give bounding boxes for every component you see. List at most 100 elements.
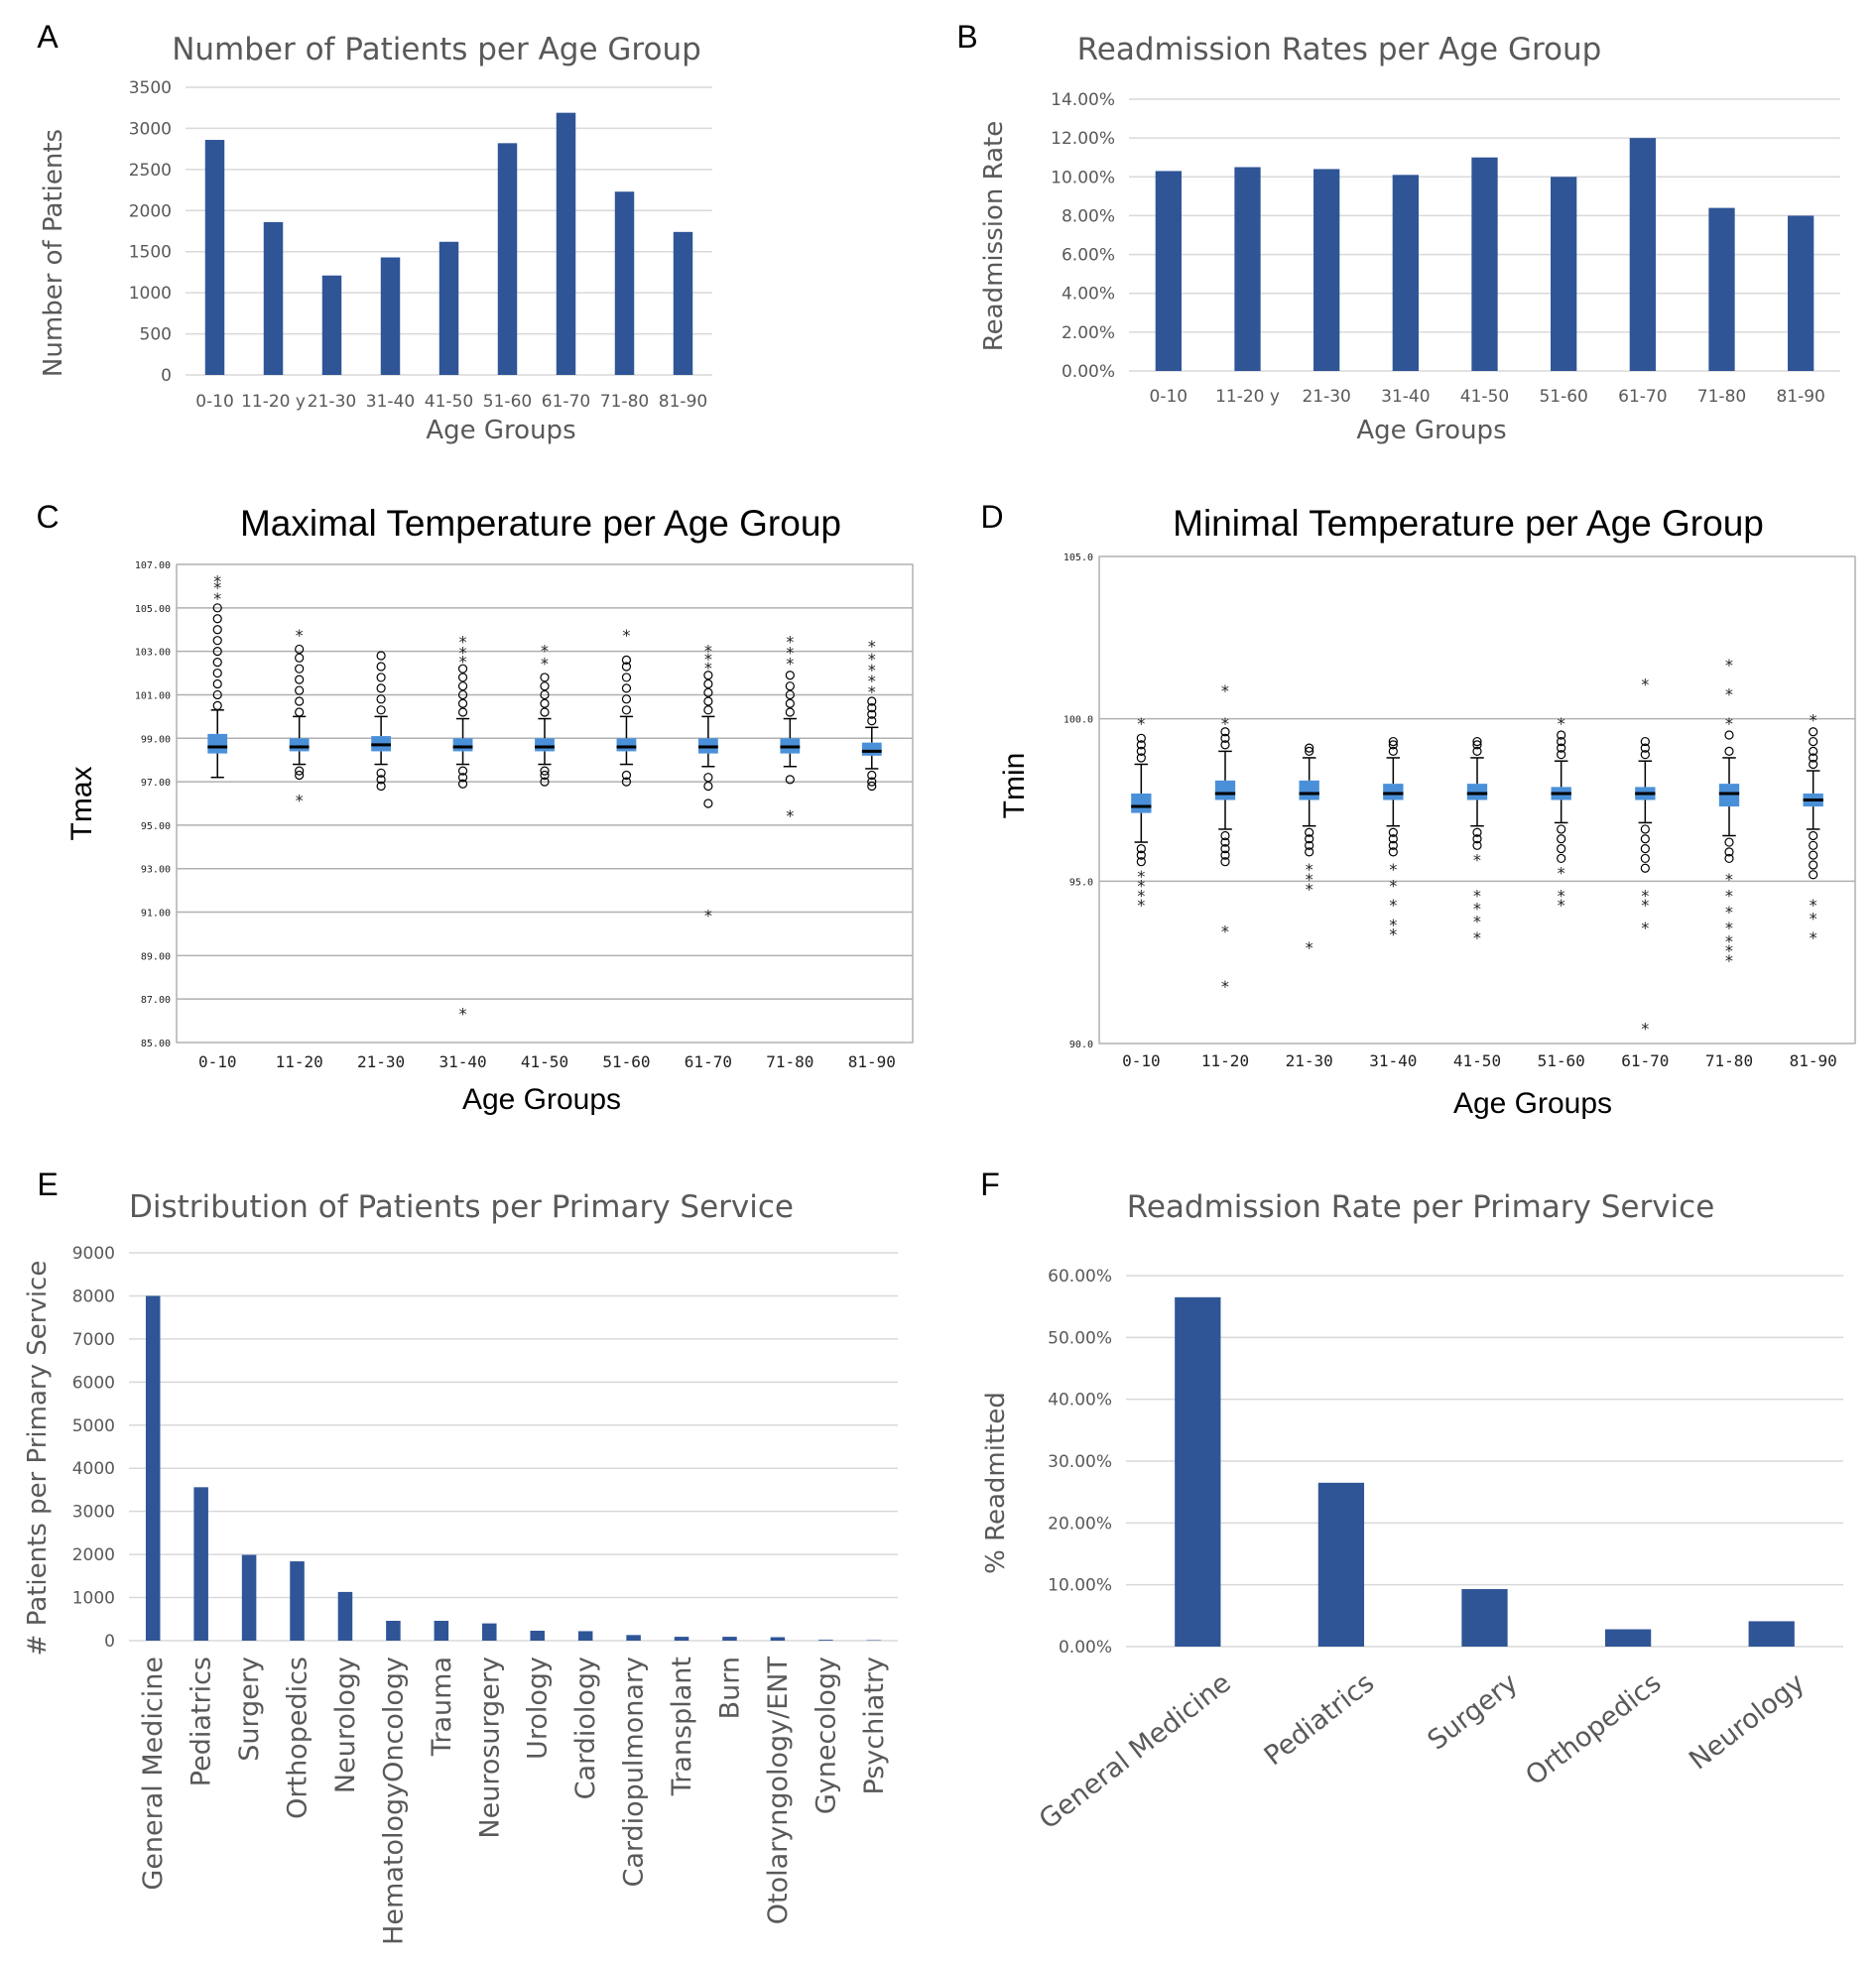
extreme-point: * [540,641,550,660]
x-axis-label: Age Groups [1453,1087,1612,1120]
box-51-60 [616,738,637,752]
extreme-point: * [1389,925,1399,944]
extreme-point: * [1557,886,1566,905]
x-tick-label: Surgery [234,1657,265,1762]
outlier-point [540,689,550,700]
outlier-point [540,681,550,691]
y-tick-label: 5000 [72,1416,115,1436]
outlier-point [1809,840,1818,850]
x-tick-label: 11-20 [276,1052,323,1071]
y-tick-label: 91.00 [141,909,171,920]
y-tick-label: 95.00 [141,821,171,832]
bar-trauma [434,1621,449,1641]
outlier-point [457,681,468,691]
y-tick-label: 4000 [72,1459,115,1479]
y-axis-label: Tmax [65,767,98,841]
outlier-point [1640,843,1650,854]
outlier-point [212,614,222,624]
outlier-point [212,603,222,613]
outlier-point [540,770,550,781]
extreme-point: * [1220,921,1230,940]
x-tick-label: Urology [523,1657,554,1760]
bar-cardiopulmonary [626,1635,641,1641]
outlier-point [212,625,222,635]
extreme-point: * [540,655,550,674]
bar-31-40 [1392,175,1419,371]
y-tick-label: 60.00% [1048,1267,1112,1287]
outlier-point [540,673,550,682]
outlier-point [1809,727,1818,737]
outlier-point [1136,843,1146,854]
x-tick-label: 51-60 [1539,387,1587,407]
extreme-point: * [1389,860,1399,879]
bar-0-10 [1155,171,1182,371]
x-tick-label: Gynecology [811,1657,841,1814]
outlier-point [785,698,795,708]
outlier-point [1472,827,1482,837]
bar-21-30 [1313,169,1340,371]
x-tick-label: Cardiopulmonary [619,1657,650,1888]
outlier-point [867,777,877,787]
extreme-point: * [1557,714,1566,733]
y-tick-label: 14.00% [1051,90,1115,110]
y-axis-label: Number of Patients [39,129,68,377]
panel-letter-a: A [37,19,59,55]
bar-neurology [337,1591,353,1641]
bar-51-60 [1551,177,1577,371]
bar-neurosurgery [482,1623,497,1641]
outlier-point [1640,750,1650,760]
bar-11-20-y [263,221,284,375]
extreme-point: * [867,661,877,679]
outlier-point [212,689,222,700]
outlier-point [703,773,713,783]
y-axis-label: % Readmitted [981,1392,1011,1574]
outlier-point [1220,837,1230,847]
x-tick-label: 61-70 [1621,1051,1669,1070]
outlier-point [621,673,632,682]
extreme-point: * [1724,931,1734,950]
outlier-point [1557,750,1566,760]
y-tick-label: 99.00 [141,734,171,745]
extreme-point: * [1220,714,1230,733]
box-31-40 [1383,784,1404,800]
outlier-point [295,707,305,717]
extreme-point: * [1641,1020,1651,1039]
panel-letter-e: E [37,1167,58,1202]
y-tick-label: 1000 [129,284,172,304]
extreme-point: * [1641,919,1651,937]
outlier-point [703,678,713,689]
outlier-point [1136,733,1146,743]
bar-surgery [241,1554,257,1641]
outlier-point [540,777,550,787]
y-tick-label: 87.00 [141,995,171,1006]
x-tick-label: 21-30 [357,1052,405,1071]
plot-frame [176,563,914,1044]
bar-11-20-y [1234,167,1261,371]
extreme-point: * [1389,916,1399,934]
extreme-point: * [1137,877,1147,896]
outlier-point [376,781,386,792]
bar-0-10 [204,140,225,375]
extreme-point: * [212,578,222,597]
outlier-point [1809,860,1818,870]
box-41-50 [1466,784,1488,800]
box-0-10 [207,733,228,754]
y-tick-label: 105.0 [1063,553,1093,563]
outlier-point [1724,746,1734,757]
box-21-30 [1299,780,1319,800]
outlier-point [1388,827,1398,837]
x-tick-label: Pediatrics [1259,1667,1380,1772]
outlier-point [1809,736,1818,747]
bar-41-50 [438,241,459,375]
outlier-point [212,700,222,711]
extreme-point: * [458,644,468,663]
outlier-point [1809,746,1818,757]
x-tick-label: 81-90 [659,392,707,412]
x-tick-label: Psychiatry [859,1657,890,1795]
outlier-point [1809,830,1818,841]
extreme-point: * [1641,896,1651,915]
outlier-point [212,678,222,689]
extreme-point: * [867,682,877,701]
x-tick-label: 0-10 [195,392,234,412]
